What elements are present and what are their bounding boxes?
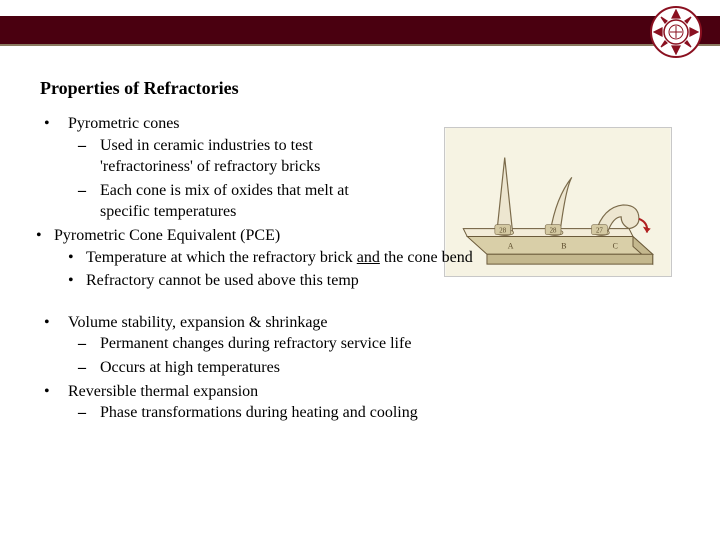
bullet-temp-bend-c: the cone bend	[380, 249, 473, 266]
bullet-volume-stability: Volume stability, expansion & shrinkage	[68, 314, 328, 331]
slide-title: Properties of Refractories	[40, 78, 680, 99]
institution-logo	[650, 6, 702, 58]
bullet-temp-bend-a: Temperature at which the refractory bric…	[86, 249, 357, 266]
bullet-cannot-be-used: Refractory cannot be used above this tem…	[86, 272, 359, 289]
bullet-used-in-ceramic: Used in ceramic industries to test 'refr…	[100, 137, 320, 176]
bullet-temp-bend-and: and	[357, 249, 380, 266]
bullet-list: Pyrometric cones Used in ceramic industr…	[40, 113, 680, 424]
bullet-pyrometric-cones: Pyrometric cones	[68, 115, 180, 132]
header-bar	[0, 16, 720, 46]
bullet-each-cone-mix: Each cone is mix of oxides that melt at …	[100, 182, 349, 221]
bullet-pce: Pyrometric Cone Equivalent (PCE)	[54, 227, 280, 244]
bullet-occurs-high-temp: Occurs at high temperatures	[100, 359, 280, 376]
bullet-reversible-thermal: Reversible thermal expansion	[68, 383, 258, 400]
slide-content: Properties of Refractories 28	[40, 78, 680, 426]
bullet-phase-transformations: Phase transformations during heating and…	[100, 404, 418, 421]
bullet-permanent-changes: Permanent changes during refractory serv…	[100, 335, 411, 352]
